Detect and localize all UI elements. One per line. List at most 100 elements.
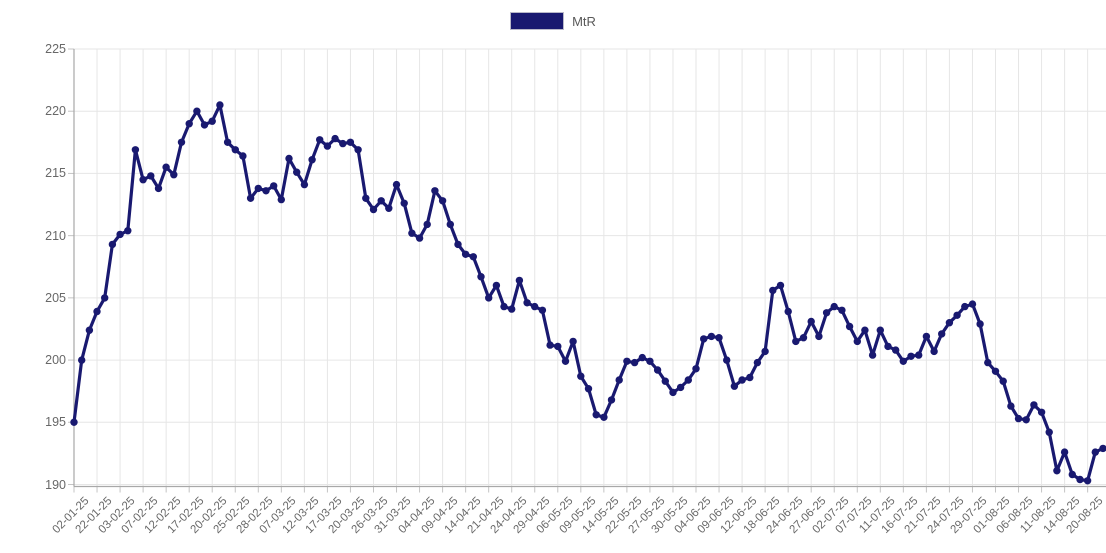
data-point[interactable]: [154, 184, 163, 193]
data-point[interactable]: [346, 138, 355, 146]
data-point[interactable]: [477, 273, 485, 281]
data-point[interactable]: [1068, 470, 1077, 479]
data-point[interactable]: [231, 146, 239, 154]
data-point[interactable]: [984, 358, 992, 367]
data-point[interactable]: [431, 187, 439, 195]
data-point[interactable]: [223, 138, 232, 146]
data-point[interactable]: [1060, 448, 1069, 456]
data-point[interactable]: [1083, 477, 1092, 485]
data-point[interactable]: [638, 353, 646, 362]
data-point[interactable]: [308, 156, 316, 164]
data-point[interactable]: [945, 319, 954, 327]
data-point[interactable]: [454, 240, 462, 249]
data-point[interactable]: [101, 294, 109, 302]
data-point[interactable]: [907, 352, 915, 360]
data-point[interactable]: [385, 204, 393, 212]
data-point[interactable]: [185, 120, 193, 128]
data-point[interactable]: [508, 305, 516, 313]
data-point[interactable]: [293, 168, 301, 176]
data-point[interactable]: [753, 358, 762, 367]
data-point[interactable]: [200, 121, 209, 129]
data-point[interactable]: [339, 139, 347, 148]
data-point[interactable]: [838, 306, 846, 314]
data-point[interactable]: [415, 234, 424, 242]
data-point[interactable]: [892, 346, 900, 354]
data-point[interactable]: [776, 281, 785, 290]
data-point[interactable]: [676, 383, 685, 392]
data-point[interactable]: [876, 326, 884, 334]
data-point[interactable]: [93, 307, 101, 316]
data-point[interactable]: [485, 294, 493, 302]
data-point[interactable]: [438, 197, 447, 205]
data-point[interactable]: [623, 357, 631, 365]
data-point[interactable]: [124, 227, 132, 235]
data-point[interactable]: [193, 107, 201, 115]
data-point[interactable]: [1076, 475, 1084, 484]
data-point[interactable]: [899, 357, 907, 365]
data-point[interactable]: [208, 117, 216, 125]
data-point[interactable]: [799, 334, 808, 342]
data-point[interactable]: [630, 358, 639, 367]
data-point[interactable]: [546, 341, 554, 349]
data-point[interactable]: [515, 276, 524, 285]
data-point[interactable]: [369, 205, 378, 214]
data-point[interactable]: [861, 326, 869, 334]
data-point[interactable]: [730, 382, 739, 390]
data-point[interactable]: [723, 356, 731, 364]
data-point[interactable]: [1007, 402, 1015, 410]
data-point[interactable]: [653, 366, 662, 374]
data-point[interactable]: [147, 172, 155, 180]
data-point[interactable]: [316, 136, 324, 144]
data-point[interactable]: [569, 337, 577, 346]
data-point[interactable]: [746, 373, 754, 382]
data-point[interactable]: [554, 342, 562, 351]
data-point[interactable]: [300, 180, 309, 189]
data-point[interactable]: [600, 413, 608, 421]
data-point[interactable]: [707, 332, 716, 341]
data-point[interactable]: [692, 365, 700, 373]
data-point[interactable]: [377, 197, 385, 205]
data-point[interactable]: [853, 337, 861, 346]
data-point[interactable]: [523, 299, 531, 307]
data-point[interactable]: [423, 220, 431, 229]
data-point[interactable]: [446, 220, 454, 229]
data-point[interactable]: [78, 356, 86, 364]
data-point[interactable]: [922, 332, 931, 341]
data-point[interactable]: [392, 180, 401, 189]
legend-item-mtr[interactable]: MtR: [510, 12, 596, 30]
data-point[interactable]: [262, 187, 270, 195]
data-point[interactable]: [162, 163, 170, 171]
data-point[interactable]: [991, 367, 1000, 375]
data-point[interactable]: [139, 176, 147, 184]
data-point[interactable]: [216, 101, 224, 109]
data-point[interactable]: [607, 396, 616, 404]
data-point[interactable]: [738, 376, 746, 384]
data-point[interactable]: [822, 309, 831, 317]
data-point[interactable]: [1030, 401, 1038, 409]
data-point[interactable]: [492, 281, 501, 290]
data-point[interactable]: [930, 347, 938, 356]
data-point[interactable]: [830, 302, 838, 311]
data-point[interactable]: [761, 347, 769, 356]
data-point[interactable]: [684, 376, 692, 384]
data-point[interactable]: [131, 146, 140, 154]
data-point[interactable]: [70, 418, 78, 426]
data-point[interactable]: [769, 286, 777, 295]
data-point[interactable]: [354, 146, 362, 154]
data-point[interactable]: [561, 357, 570, 365]
data-point[interactable]: [177, 138, 186, 146]
data-point[interactable]: [669, 388, 677, 397]
data-point[interactable]: [1045, 428, 1053, 436]
data-point[interactable]: [108, 240, 117, 249]
data-point[interactable]: [1014, 414, 1023, 423]
data-point[interactable]: [331, 134, 339, 143]
data-point[interactable]: [584, 385, 593, 393]
data-point[interactable]: [577, 372, 585, 380]
data-point[interactable]: [884, 342, 892, 351]
data-point[interactable]: [807, 317, 815, 326]
data-point[interactable]: [239, 152, 247, 160]
data-point[interactable]: [362, 194, 370, 202]
data-point[interactable]: [592, 411, 600, 419]
data-point[interactable]: [531, 302, 539, 311]
